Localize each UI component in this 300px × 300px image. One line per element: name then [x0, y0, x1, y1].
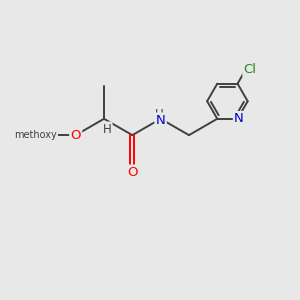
- Text: methoxy: methoxy: [14, 130, 57, 140]
- Text: O: O: [127, 166, 138, 179]
- Text: N: N: [156, 114, 166, 127]
- Text: O: O: [70, 129, 81, 142]
- Text: H: H: [103, 123, 111, 136]
- Text: Cl: Cl: [244, 63, 257, 76]
- Text: H: H: [155, 108, 164, 121]
- Text: N: N: [234, 112, 244, 125]
